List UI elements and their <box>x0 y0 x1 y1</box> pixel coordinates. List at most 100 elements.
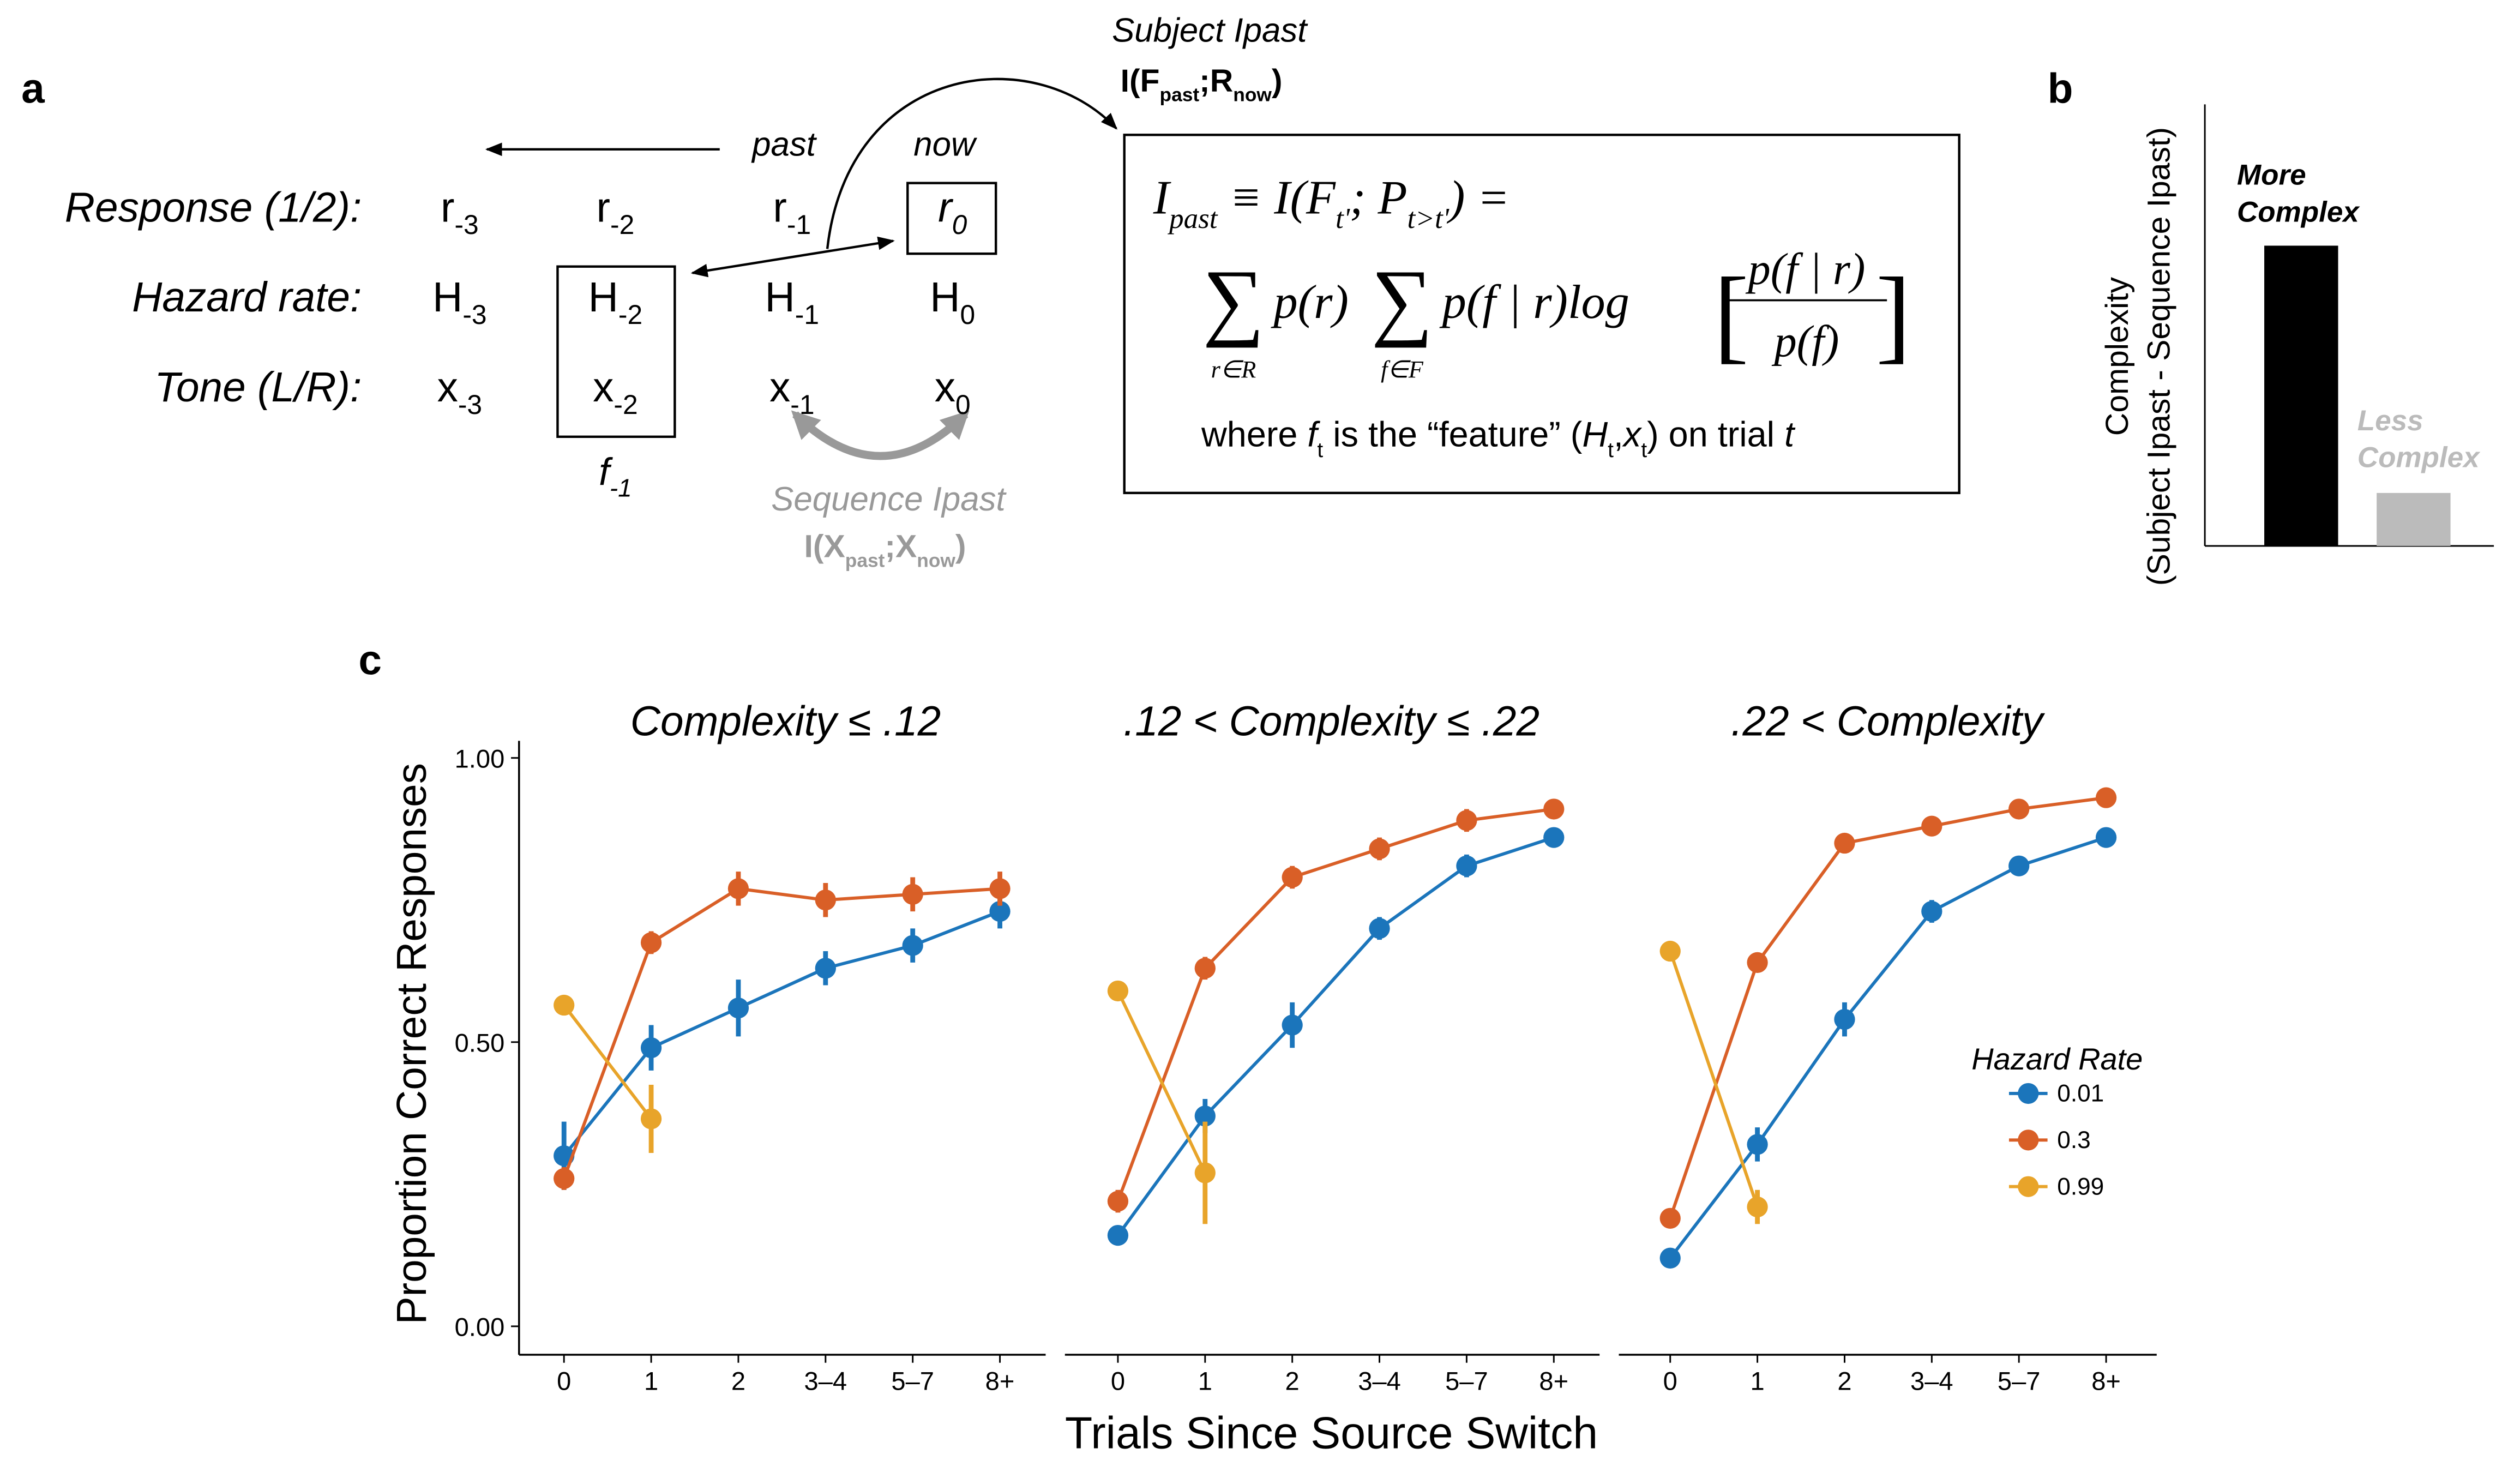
point <box>640 1108 662 1129</box>
formula-part: ] <box>1876 256 1911 374</box>
formula-part: ∑ <box>1202 253 1264 349</box>
x-tick-label: 5–7 <box>891 1367 934 1396</box>
symbol-base: r <box>441 184 455 231</box>
symbol: H0 <box>930 274 975 330</box>
text-segment: I <box>1153 171 1171 225</box>
formula-part: ∑ <box>1371 253 1433 349</box>
point <box>1659 1247 1681 1269</box>
symbol-sub: 0 <box>952 209 967 240</box>
point <box>554 1168 575 1189</box>
point <box>815 890 836 911</box>
text-segment: now <box>917 550 955 571</box>
bar-annotation: Complex <box>2357 442 2481 474</box>
point <box>554 994 575 1016</box>
double-arrow <box>690 236 895 278</box>
symbol-base: x <box>593 364 614 411</box>
point <box>902 884 923 905</box>
chart-title: .12 < Complexity ≤ .22 <box>1123 698 1539 744</box>
legend-marker <box>2018 1176 2039 1197</box>
point <box>727 878 749 899</box>
symbol-base: H <box>588 274 618 321</box>
point <box>1834 832 1855 854</box>
now-label: now <box>913 126 977 164</box>
symbol: r0 <box>938 184 967 240</box>
formula-part: [ <box>1713 256 1749 374</box>
x-tick-label: 3–4 <box>804 1367 847 1396</box>
x-tick-label: 0 <box>557 1367 571 1396</box>
series-line <box>1116 807 1554 1202</box>
formula-lhs: Ipast ≡ I(Ft'; Pt>t') = <box>1153 171 1509 235</box>
symbol-sub: -1 <box>610 473 632 502</box>
text-segment: ) <box>955 529 966 564</box>
point <box>1921 815 1942 837</box>
point <box>1107 1191 1129 1212</box>
point <box>1747 952 1768 974</box>
formula-part: p(f | r)log <box>1439 275 1629 329</box>
symbol-base: r <box>597 184 611 231</box>
point <box>1659 1207 1681 1229</box>
bar <box>2264 245 2338 546</box>
legend-marker <box>2018 1083 2039 1104</box>
legend-label: 0.99 <box>2057 1173 2104 1200</box>
symbol-base: x <box>935 364 955 411</box>
symbol: r-3 <box>441 184 479 240</box>
x-tick-label: 2 <box>1837 1367 1851 1396</box>
symbol-sub: 0 <box>960 299 976 330</box>
sequence-title: Sequence Ipast <box>771 480 1007 518</box>
series-line <box>1668 951 1759 1207</box>
symbol-sub: -1 <box>795 299 819 330</box>
series-line <box>562 887 1000 1179</box>
x-tick-label: 5–7 <box>1445 1367 1488 1396</box>
series-line <box>562 1004 653 1120</box>
point <box>1107 1224 1129 1246</box>
y-tick-label: 0.00 <box>455 1313 505 1342</box>
chart-title: Complexity ≤ .12 <box>630 698 941 744</box>
series-line <box>1668 796 2107 1219</box>
symbol-base: H <box>930 274 960 321</box>
text-segment: t <box>1317 438 1323 462</box>
row-label: Hazard rate: <box>132 274 362 321</box>
text-segment: t' <box>1336 203 1351 235</box>
formula-part: f∈F <box>1381 356 1424 383</box>
point <box>2095 787 2117 808</box>
x-tick-label: 3–4 <box>1358 1367 1401 1396</box>
symbol-sub: -3 <box>462 299 486 330</box>
text-segment: ;X <box>885 529 917 564</box>
symbol: x-1 <box>769 364 815 420</box>
x-tick-label: 1 <box>644 1367 658 1396</box>
symbol-sub: -2 <box>618 299 642 330</box>
symbol-sub: -2 <box>614 389 637 420</box>
subject-title: Subject Ipast <box>1112 12 1308 50</box>
x-tick-label: 0 <box>1111 1367 1125 1396</box>
point <box>1369 918 1390 939</box>
point <box>2008 855 2030 876</box>
symbol: x0 <box>935 364 971 420</box>
row-label: Response (1/2): <box>65 184 362 231</box>
point <box>1456 855 1477 876</box>
text-segment: past <box>845 550 885 571</box>
symbol: x-2 <box>593 364 638 420</box>
symbol-base: H <box>432 274 462 321</box>
point <box>727 998 749 1019</box>
legend-title: Hazard Rate <box>1971 1042 2143 1076</box>
symbol-sub: -1 <box>790 389 814 420</box>
x-tick-label: 1 <box>1198 1367 1212 1396</box>
bar-annotation: More <box>2237 159 2306 191</box>
row-label: Tone (L/R): <box>154 364 362 411</box>
point <box>1543 798 1565 820</box>
x-tick-label: 2 <box>731 1367 745 1396</box>
x-tick-label: 5–7 <box>1998 1367 2041 1396</box>
symbol: f-1 <box>599 450 631 502</box>
point <box>815 958 836 979</box>
text-segment: ;R <box>1199 63 1233 99</box>
legend-marker <box>2018 1129 2039 1151</box>
y-axis-label: (Subject Ipast - Sequence Ipast) <box>2141 127 2176 586</box>
bar <box>2377 492 2451 546</box>
x-tick-label: 8+ <box>2091 1367 2121 1396</box>
point <box>1659 940 1681 962</box>
formula-box <box>1123 134 1960 495</box>
point <box>1747 1196 1768 1218</box>
chart-title: .22 < Complexity <box>1731 698 2046 744</box>
